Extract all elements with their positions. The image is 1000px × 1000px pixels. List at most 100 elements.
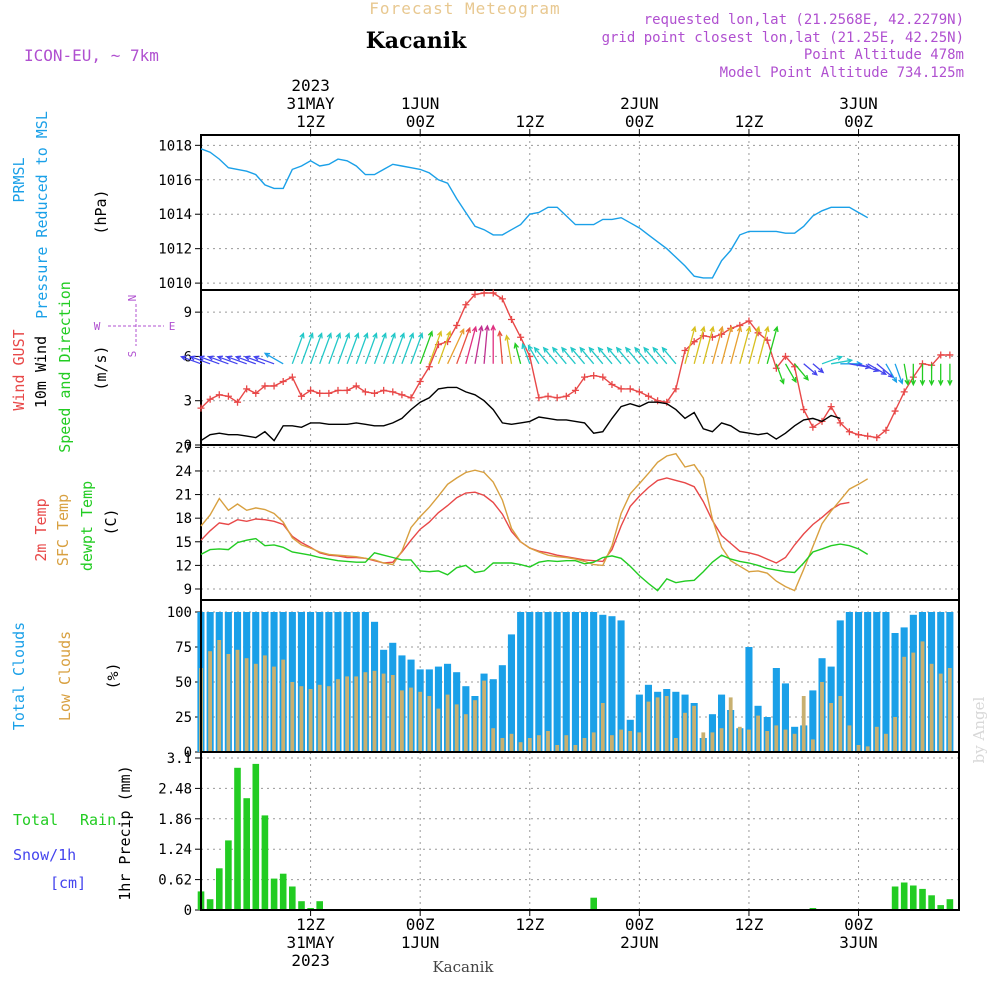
gust-marker (882, 426, 890, 434)
low-cloud-bar (719, 728, 724, 752)
low-cloud-bar (856, 745, 861, 752)
panel-border-top (200, 599, 960, 753)
top-time-label: 00Z (625, 112, 654, 131)
legend-rain: Rain (80, 811, 116, 829)
wind-direction-arrow (739, 325, 752, 364)
low-cloud-bar (445, 694, 450, 752)
gust-marker (654, 397, 662, 405)
low-cloud-bar (947, 668, 952, 752)
total-cloud-bar (836, 620, 844, 752)
y-tick-label: 27 (175, 440, 192, 456)
gust-marker (270, 382, 278, 390)
y-tick-label: 9 (184, 305, 192, 321)
temp2m-line (200, 477, 850, 564)
wind-direction-arrow (465, 325, 478, 364)
low-cloud-bar (509, 733, 514, 752)
wind-speed-line (200, 386, 841, 442)
y-tick-label: 0 (184, 745, 192, 761)
low-cloud-bar (820, 682, 824, 752)
wind-direction-arrow (437, 330, 452, 365)
gust-marker (371, 389, 379, 397)
low-cloud-bar (600, 703, 605, 752)
wind-direction-arrow (542, 346, 558, 365)
wind-direction-arrow (570, 346, 586, 365)
wind-compass: N S W E (94, 295, 176, 358)
compass-west: W (94, 320, 101, 333)
low-cloud-bar (354, 676, 359, 752)
sfctemp-line (200, 452, 869, 592)
wind-direction-arrow (588, 346, 604, 365)
low-cloud-bar (381, 673, 386, 752)
low-cloud-bar (564, 735, 569, 752)
gust-marker (279, 378, 287, 386)
panel-border (200, 134, 960, 291)
supertitle: Forecast Meteogram (369, 0, 560, 18)
footer-location: Kacanik (432, 958, 494, 976)
low-cloud-bar (454, 704, 459, 752)
wind-direction-arrow (757, 325, 770, 364)
top-time-label: 31MAY (287, 94, 336, 113)
wind-direction-arrow (867, 363, 888, 376)
label-temp-unit: (C) (102, 508, 120, 535)
wind-direction-arrow (309, 332, 323, 365)
gust-marker (489, 289, 497, 297)
gust-marker (215, 391, 223, 399)
y-tick-label: 0 (184, 438, 192, 454)
wind-direction-arrow (720, 325, 733, 364)
label-precip-axis: 1hr Precip (mm) (116, 765, 134, 900)
total-cloud-bar (581, 612, 589, 752)
wind-direction-arrow (373, 332, 387, 365)
low-cloud-bar (263, 655, 267, 752)
gust-marker (845, 428, 853, 436)
gust-marker (197, 404, 205, 412)
low-cloud-bar (929, 663, 934, 752)
low-cloud-bar (811, 739, 815, 752)
model-name: ICON-EU, ~ 7km (24, 46, 159, 65)
wind-direction-arrow (234, 355, 257, 365)
low-cloud-bar (500, 738, 505, 752)
gust-marker (946, 351, 954, 359)
wind-direction-arrow (521, 342, 531, 365)
low-cloud-bar (326, 686, 331, 752)
total-cloud-bar (517, 612, 525, 752)
pressure-line (200, 148, 869, 279)
low-cloud-bar (217, 640, 222, 752)
top-time-label: 12Z (734, 112, 763, 131)
gust-marker (361, 388, 369, 396)
wind-direction-arrow (624, 346, 640, 365)
gust-marker (937, 351, 945, 359)
top-time-label: 12Z (515, 112, 544, 131)
low-cloud-bar (829, 703, 833, 752)
gust-marker (389, 388, 397, 396)
total-cloud-bar (891, 633, 899, 752)
rain-bar (590, 897, 597, 910)
low-cloud-bar (400, 690, 404, 752)
rain-bar (252, 763, 260, 910)
total-cloud-bar (307, 612, 315, 752)
top-time-label: 1JUN (401, 94, 440, 113)
wind-direction-arrow (179, 355, 202, 365)
gridpoint-coords: grid point closest lon,lat (21.25E, 42.2… (602, 30, 964, 46)
wind-direction-arrow (483, 324, 490, 364)
bottom-time-label: 12Z (515, 915, 544, 934)
rain-bar (928, 895, 935, 910)
wind-direction-arrow (243, 355, 266, 365)
y-tick-label: 0 (184, 903, 192, 919)
low-cloud-bar (728, 697, 733, 752)
label-pressure-msl: Pressure Reduced to MSL (33, 111, 51, 319)
y-tick-label: 21 (175, 488, 192, 504)
wind-direction-arrow (928, 363, 935, 387)
wind-direction-arrow (652, 346, 668, 365)
total-cloud-bar (498, 665, 506, 752)
low-cloud-bar (938, 673, 943, 752)
gust-marker (553, 394, 561, 402)
low-cloud-bar (765, 731, 770, 752)
label-pressure-unit: (hPa) (92, 189, 110, 234)
wind-direction-arrow (225, 355, 247, 365)
low-cloud-bar (409, 687, 413, 752)
bottom-time-label: 00Z (625, 915, 654, 934)
gust-marker (261, 382, 269, 390)
low-cloud-bar (436, 708, 441, 752)
requested-coords: requested lon,lat (21.2568E, 42.2279N) (644, 12, 964, 28)
label-clouds-unit: (%) (104, 662, 122, 689)
